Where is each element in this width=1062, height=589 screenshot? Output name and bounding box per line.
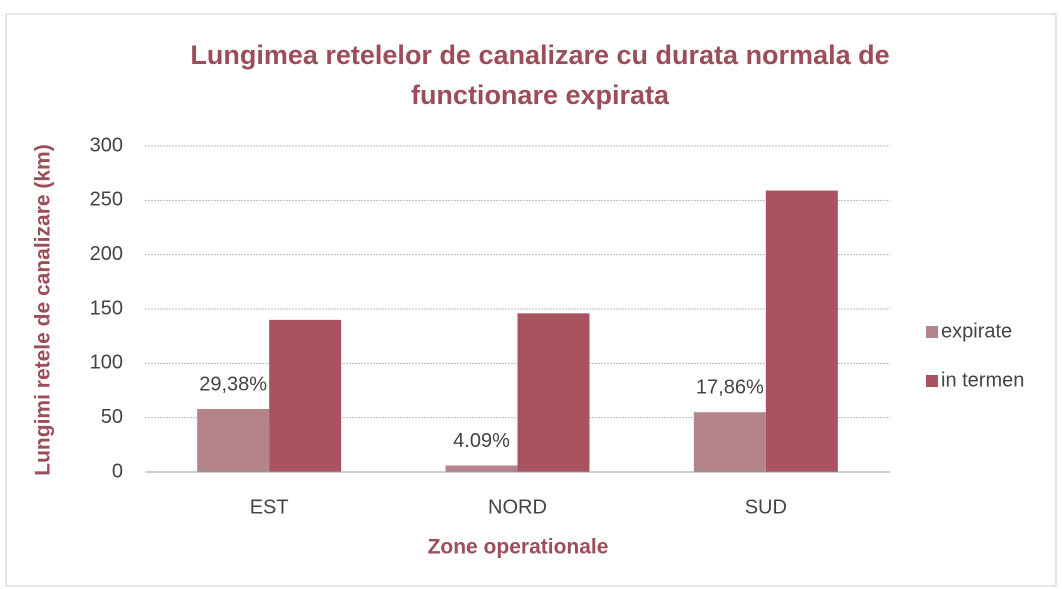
x-tick-label: EST bbox=[250, 496, 289, 518]
x-axis-title: Zone operationale bbox=[428, 536, 609, 559]
y-tick-label: 100 bbox=[90, 352, 123, 374]
legend-swatch bbox=[926, 375, 938, 387]
y-tick-label: 50 bbox=[101, 406, 123, 428]
bar bbox=[765, 190, 838, 472]
x-tick-label: SUD bbox=[745, 496, 787, 518]
legend-label: expirate bbox=[941, 320, 1012, 342]
annotation: 29,38% bbox=[199, 373, 267, 395]
bar bbox=[269, 319, 342, 472]
x-tick-label: NORD bbox=[488, 496, 547, 518]
legend-label: in termen bbox=[941, 369, 1024, 391]
bar bbox=[517, 313, 590, 472]
bar bbox=[445, 465, 518, 472]
annotation: 4.09% bbox=[453, 430, 510, 452]
y-axis-title: Lungimi retele de canalizare (km) bbox=[32, 144, 55, 475]
y-tick-label: 0 bbox=[112, 460, 123, 482]
y-tick-label: 300 bbox=[90, 134, 123, 156]
chart-title: Lungimea retelelor de canalizare cu dura… bbox=[190, 40, 889, 110]
y-tick-label: 250 bbox=[90, 189, 123, 211]
y-tick-label: 150 bbox=[90, 297, 123, 319]
annotation: 17,86% bbox=[696, 377, 764, 399]
bar bbox=[693, 412, 766, 472]
legend-swatch bbox=[926, 326, 938, 338]
y-tick-label: 200 bbox=[90, 243, 123, 265]
chart-frame bbox=[5, 13, 1057, 587]
bar bbox=[197, 408, 270, 472]
